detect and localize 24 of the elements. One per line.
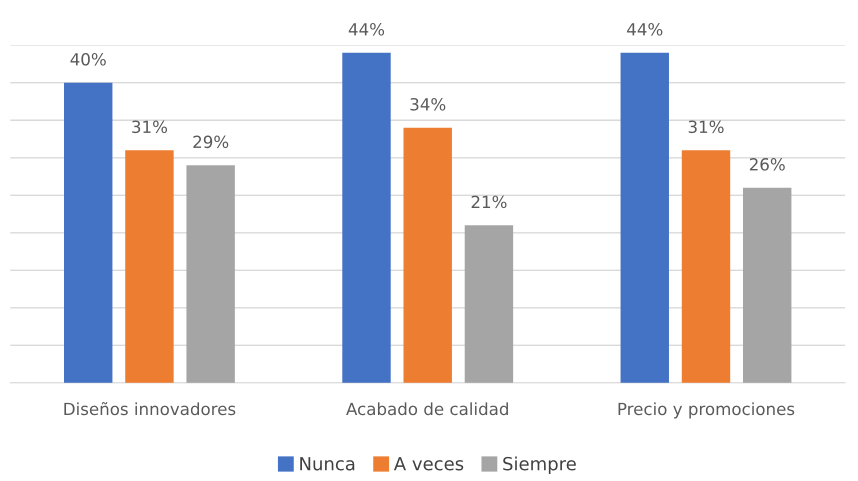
- x-tick-label: Precio y promociones: [618, 402, 794, 418]
- data-label: 26%: [750, 158, 785, 171]
- data-label: 44%: [627, 22, 662, 36]
- x-tick-label: Acabado de calidad: [346, 402, 508, 416]
- bar: [620, 52, 669, 383]
- data-label: 44%: [348, 22, 384, 36]
- data-label: 29%: [193, 136, 228, 148]
- legend-label: A veces: [394, 457, 464, 471]
- bar: [64, 82, 112, 383]
- bar: [342, 52, 391, 383]
- bar: [743, 188, 792, 383]
- data-label: 34%: [410, 98, 446, 111]
- data-label: 31%: [132, 120, 168, 134]
- data-label: 40%: [70, 53, 106, 66]
- bar: [404, 128, 452, 383]
- legend-label: Nunca: [300, 457, 354, 471]
- data-label: 31%: [688, 120, 724, 134]
- bar: [464, 225, 514, 383]
- bar: [682, 150, 730, 383]
- x-tick-label: Diseños innovadores: [64, 402, 236, 416]
- bar: [186, 165, 235, 383]
- legend-label: Siempre: [503, 456, 576, 474]
- data-label: 21%: [472, 196, 507, 208]
- bar: [125, 150, 174, 383]
